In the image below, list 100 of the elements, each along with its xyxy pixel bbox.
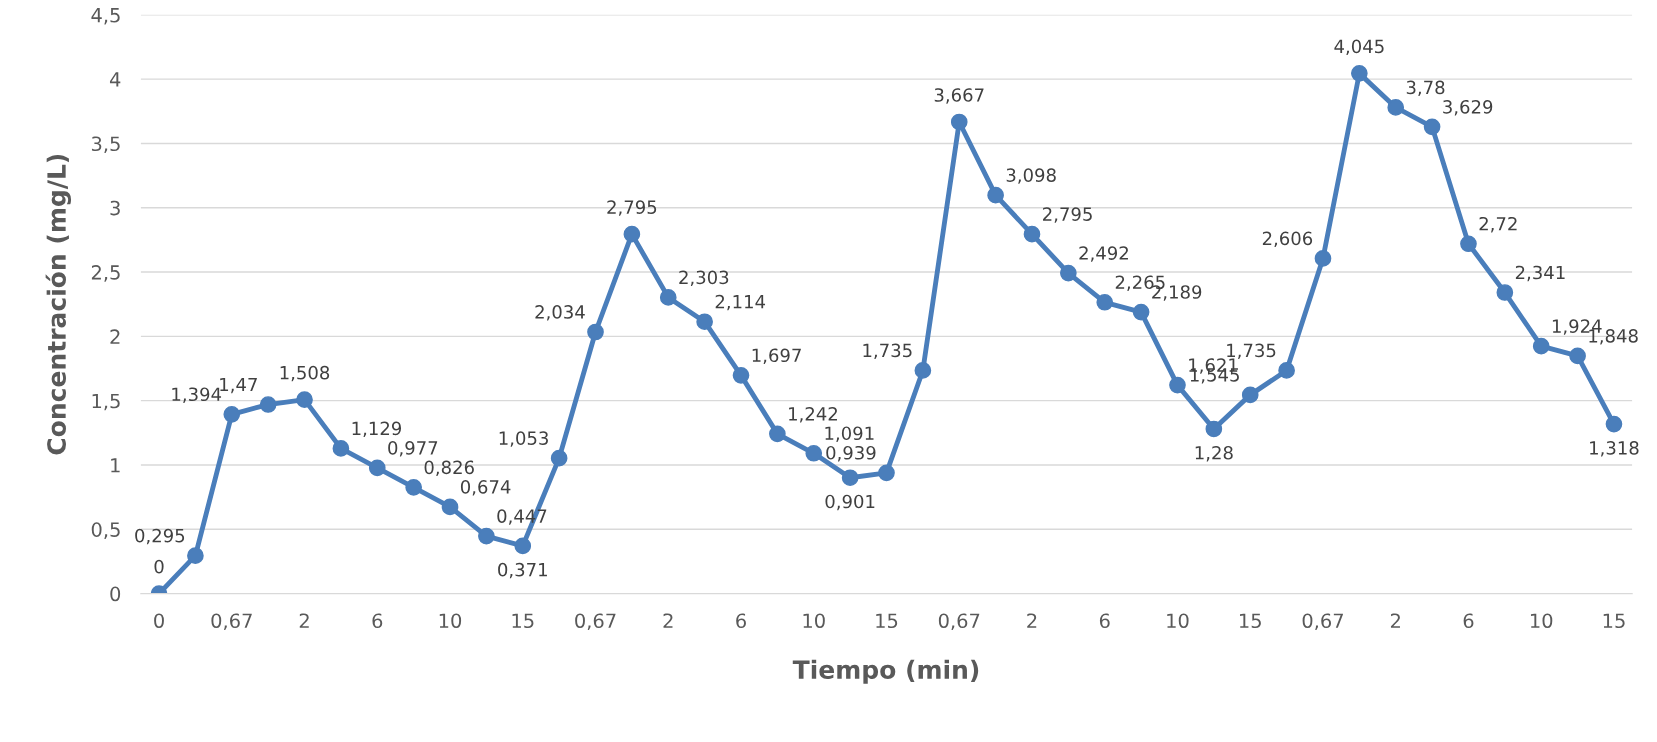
point	[1351, 65, 1368, 82]
data-label: 1,47	[220, 377, 257, 394]
point	[805, 444, 823, 462]
x-tick-label: 2	[1027, 613, 1037, 628]
point	[405, 479, 422, 496]
data-label: 1,735	[1227, 343, 1276, 360]
data-label: 2,341	[1515, 265, 1565, 282]
data-label: 3,667	[934, 88, 984, 104]
y-tick-label: 2	[110, 329, 120, 344]
point	[1460, 235, 1477, 253]
data-label: 4,045	[1334, 39, 1384, 56]
x-tick-label: 2	[1390, 613, 1400, 628]
point	[841, 469, 859, 487]
data-label: 0	[154, 559, 164, 574]
x-tick-label: 15	[512, 613, 534, 629]
y-tick-label: 2,5	[91, 265, 120, 282]
y-tick-label: 4,5	[91, 8, 120, 25]
data-label: 3,098	[1006, 168, 1056, 184]
x-tick-label: 0,67	[211, 613, 252, 631]
y-tick-label: 3	[110, 200, 120, 216]
data-label: 0,371	[498, 562, 547, 579]
data-label: 0,939	[826, 445, 876, 462]
data-label: 2,492	[1079, 246, 1128, 262]
data-label: 0,295	[135, 528, 185, 545]
point	[187, 547, 204, 564]
point	[1532, 337, 1550, 355]
x-axis-title: Tiempo (min)	[792, 659, 979, 684]
point	[696, 313, 713, 331]
point	[514, 537, 532, 555]
point	[1569, 347, 1586, 365]
data-label: 1,735	[863, 343, 912, 360]
data-label: 2,114	[715, 294, 766, 311]
point	[987, 186, 1004, 204]
data-label: 0,674	[460, 480, 511, 496]
point	[1241, 386, 1259, 404]
point	[1169, 376, 1186, 394]
y-tick-label: 3,5	[91, 136, 120, 154]
point	[1205, 420, 1223, 438]
point	[550, 449, 568, 467]
x-tick-label: 0,67	[938, 613, 980, 631]
point	[1023, 225, 1041, 243]
y-tick-label: 0	[110, 586, 121, 602]
point	[1096, 293, 1114, 311]
point	[441, 498, 459, 516]
x-tick-label: 6	[372, 613, 383, 629]
point	[296, 391, 313, 408]
point	[368, 459, 386, 477]
point	[587, 323, 604, 341]
data-label: 2,72	[1479, 216, 1517, 233]
point	[1314, 250, 1332, 267]
x-tick-label: 10	[803, 613, 825, 629]
data-label: 1,28	[1195, 445, 1233, 462]
data-label: 1,053	[499, 431, 548, 447]
x-tick-label: 10	[439, 613, 462, 629]
point	[1605, 415, 1623, 433]
point	[1132, 303, 1150, 321]
point	[1278, 362, 1295, 379]
data-label: 2,034	[535, 305, 585, 321]
y-tick-label: 1	[111, 458, 120, 473]
point	[732, 367, 750, 384]
data-label: 0,977	[388, 441, 438, 457]
x-tick-label: 6	[736, 613, 746, 629]
point	[1423, 118, 1441, 136]
data-label: 3,629	[1443, 99, 1493, 116]
data-label: 1,394	[172, 387, 222, 403]
x-tick-label: 6	[1463, 613, 1474, 629]
data-label: 0,901	[825, 494, 875, 511]
point	[623, 225, 641, 243]
point	[332, 440, 350, 457]
point	[1387, 99, 1405, 116]
point	[1496, 284, 1514, 301]
x-tick-label: 15	[1239, 613, 1261, 629]
data-label: 0,826	[424, 460, 474, 476]
data-label: 2,303	[679, 270, 729, 287]
data-label: 2,795	[1043, 207, 1092, 223]
x-tick-label: 15	[876, 613, 898, 629]
point	[878, 464, 895, 482]
data-label: 1,697	[752, 348, 801, 364]
data-label: 2,606	[1262, 231, 1313, 248]
x-tick-label: 15	[1603, 613, 1625, 629]
point	[769, 425, 786, 443]
y-tick-label: 1,5	[92, 393, 120, 411]
data-label: 1,318	[1590, 441, 1639, 457]
point	[914, 362, 932, 379]
x-tick-label: 0,67	[575, 613, 616, 631]
y-tick-label: 0,5	[91, 522, 120, 539]
x-tick-label: 10	[1530, 613, 1553, 629]
y-axis-title: Concentración (mg/L)	[45, 154, 72, 455]
point	[223, 405, 241, 423]
data-label: 3,78	[1406, 80, 1445, 97]
data-label: 2,795	[607, 200, 657, 216]
x-tick-label: 0,67	[1302, 613, 1343, 631]
point	[259, 396, 277, 413]
x-tick-label: 2	[663, 613, 673, 628]
point	[478, 527, 495, 545]
data-label: 1,129	[352, 421, 402, 438]
data-label: 1,242	[789, 406, 837, 423]
x-tick-label: 6	[1099, 613, 1110, 629]
y-tick-label: 4	[109, 72, 121, 87]
x-tick-label: 2	[299, 613, 309, 628]
